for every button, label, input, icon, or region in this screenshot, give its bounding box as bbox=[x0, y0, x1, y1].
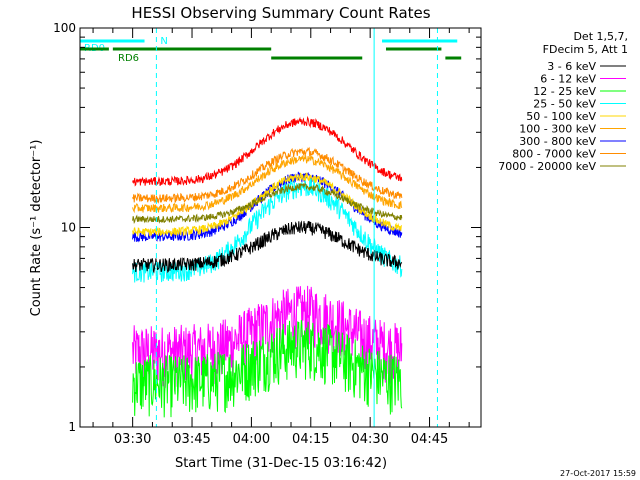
y-axis-ticks: 1 10 100 bbox=[53, 21, 481, 434]
legend-label: 7000 - 20000 keV bbox=[498, 160, 596, 173]
observing-flags: RD0RD6N bbox=[80, 36, 462, 64]
x-tick-label: 04:30 bbox=[351, 432, 388, 447]
legend-label: 6 - 12 keV bbox=[540, 73, 596, 86]
legend-header-line-1: Det 1,5,7, bbox=[573, 30, 628, 43]
legend-header-line-2: FDecim 5, Att 1 bbox=[543, 43, 628, 56]
legend-label: 25 - 50 keV bbox=[533, 98, 596, 111]
legend-label: 300 - 800 keV bbox=[519, 135, 596, 148]
series-layer bbox=[132, 115, 403, 418]
series-line bbox=[132, 115, 403, 187]
legend-label: 12 - 25 keV bbox=[533, 85, 596, 98]
x-tick-label: 04:00 bbox=[233, 432, 270, 447]
y-tick-label: 10 bbox=[61, 221, 76, 235]
y-axis-label: Count Rate (s⁻¹ detector⁻¹) bbox=[29, 140, 44, 317]
footer-date: 27-Oct-2017 15:59 bbox=[560, 469, 636, 478]
x-axis-ticks: 03:30 03:45 04:00 04:15 04:30 04:45 bbox=[92, 28, 470, 447]
legend-label: 50 - 100 keV bbox=[526, 110, 596, 123]
series-line bbox=[132, 220, 403, 274]
x-tick-label: 04:45 bbox=[411, 432, 448, 447]
y-tick-label: 100 bbox=[53, 21, 76, 35]
legend-label: 800 - 7000 keV bbox=[512, 148, 596, 161]
flag-rd6: RD6 bbox=[118, 53, 462, 64]
y-tick-label: 1 bbox=[68, 420, 76, 434]
flag-label: RD6 bbox=[118, 53, 139, 64]
series-line bbox=[132, 178, 403, 283]
flag-label: N bbox=[160, 36, 167, 47]
series-line bbox=[132, 146, 403, 204]
series-line bbox=[132, 182, 403, 225]
flag-n: N bbox=[160, 36, 167, 47]
x-tick-label: 03:45 bbox=[173, 432, 210, 447]
x-tick-label: 03:30 bbox=[114, 432, 151, 447]
series-line bbox=[132, 154, 403, 214]
series-line bbox=[132, 172, 402, 237]
vertical-markers bbox=[155, 28, 438, 427]
legend-label: 100 - 300 keV bbox=[519, 123, 596, 136]
series-line bbox=[132, 285, 403, 388]
x-axis-label: Start Time (31-Dec-15 03:16:42) bbox=[175, 456, 387, 471]
legend-label: 3 - 6 keV bbox=[547, 60, 596, 73]
x-tick-label: 04:15 bbox=[292, 432, 329, 447]
series-line bbox=[132, 320, 403, 418]
chart-title: HESSI Observing Summary Count Rates bbox=[131, 4, 430, 22]
